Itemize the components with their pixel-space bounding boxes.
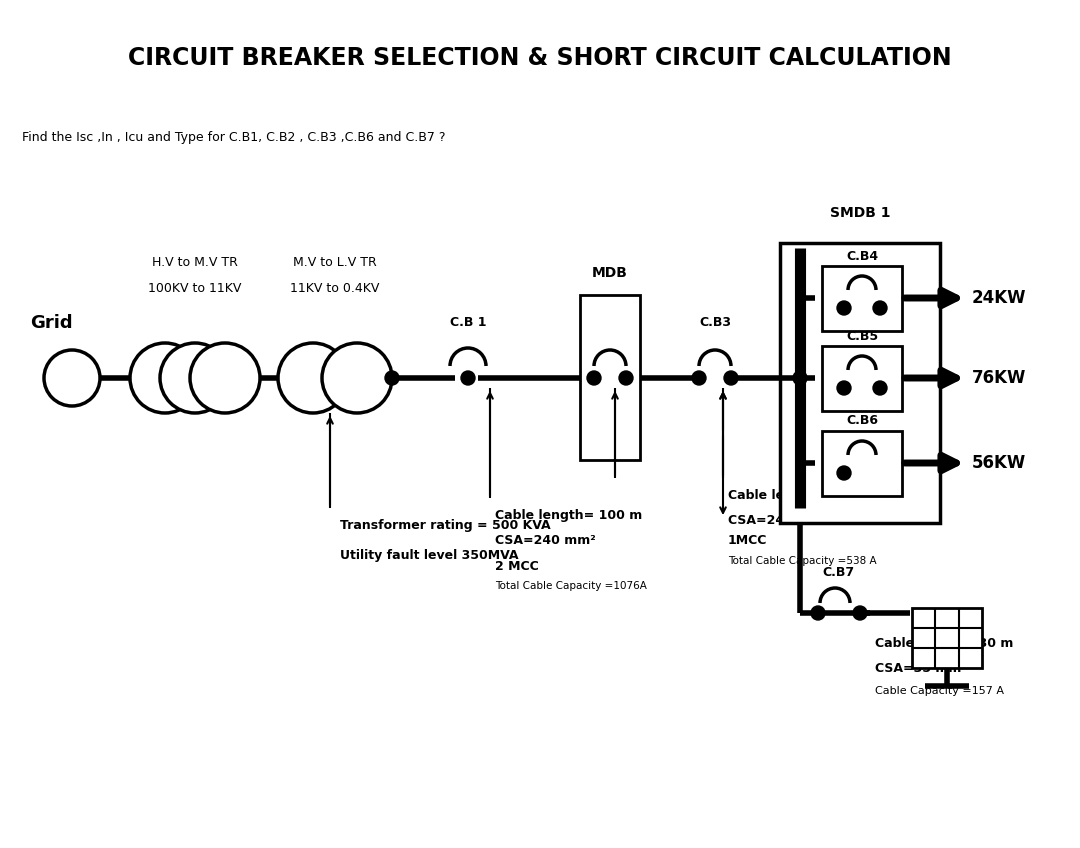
Text: C.B3: C.B3 (699, 316, 731, 330)
Circle shape (724, 371, 738, 385)
Circle shape (160, 343, 230, 413)
Text: G: G (66, 371, 78, 386)
Text: C.B6: C.B6 (846, 415, 878, 427)
Circle shape (130, 343, 200, 413)
Text: Cable length= 60 m: Cable length= 60 m (728, 489, 866, 503)
Text: Cable Capacity =157 A: Cable Capacity =157 A (875, 686, 1004, 696)
Text: M.V to L.V TR: M.V to L.V TR (293, 256, 377, 270)
Circle shape (837, 466, 851, 480)
Text: 11KV to 0.4KV: 11KV to 0.4KV (291, 282, 380, 294)
Text: C.B2: C.B2 (594, 316, 626, 330)
Bar (780, 243, 940, 523)
Text: 2 MCC: 2 MCC (495, 560, 539, 572)
Bar (822, 345, 902, 410)
Text: C.B 1: C.B 1 (449, 316, 486, 330)
Text: CIRCUIT BREAKER SELECTION & SHORT CIRCUIT CALCULATION: CIRCUIT BREAKER SELECTION & SHORT CIRCUI… (129, 46, 951, 70)
Text: Find the Isc ,In , Icu and Type for C.B1, C.B2 , C.B3 ,C.B6 and C.B7 ?: Find the Isc ,In , Icu and Type for C.B1… (22, 131, 446, 144)
Text: C.B4: C.B4 (846, 249, 878, 263)
Text: 1MCC: 1MCC (728, 534, 768, 548)
Circle shape (44, 350, 100, 406)
Text: Transformer rating = 500 KVA: Transformer rating = 500 KVA (340, 520, 551, 533)
Text: MDB: MDB (592, 266, 627, 280)
Text: H.V to M.V TR: H.V to M.V TR (152, 256, 238, 270)
Circle shape (190, 343, 260, 413)
Circle shape (837, 301, 851, 315)
Circle shape (461, 371, 475, 385)
Text: Total Cable Capacity =1076A: Total Cable Capacity =1076A (495, 581, 647, 591)
Bar (822, 431, 902, 495)
Circle shape (793, 371, 807, 385)
Text: Grid: Grid (30, 314, 72, 332)
Text: C.B5: C.B5 (846, 330, 878, 343)
Text: CSA=35 mm²: CSA=35 mm² (875, 661, 967, 674)
Text: C.B7: C.B7 (822, 566, 854, 579)
Text: CSA=240 mm²: CSA=240 mm² (495, 534, 596, 548)
Text: CSA=240 mm²: CSA=240 mm² (728, 515, 828, 527)
Text: SMDB 1: SMDB 1 (829, 206, 890, 220)
Circle shape (873, 301, 887, 315)
Text: 76KW: 76KW (972, 369, 1026, 387)
Text: 24KW: 24KW (972, 289, 1026, 307)
Text: Utility fault level 350MVA: Utility fault level 350MVA (340, 550, 518, 562)
Circle shape (384, 371, 399, 385)
Text: Cable length= 100 m: Cable length= 100 m (495, 510, 643, 522)
Circle shape (278, 343, 348, 413)
Circle shape (873, 381, 887, 395)
Circle shape (692, 371, 706, 385)
Circle shape (588, 371, 600, 385)
Text: 100KV to 11KV: 100KV to 11KV (148, 282, 242, 294)
Bar (912, 608, 982, 668)
Circle shape (619, 371, 633, 385)
Text: Total Cable Capacity =538 A: Total Cable Capacity =538 A (728, 556, 877, 566)
Circle shape (837, 381, 851, 395)
Bar (580, 295, 640, 460)
Circle shape (853, 606, 867, 620)
Text: 56KW: 56KW (972, 454, 1026, 472)
Circle shape (322, 343, 392, 413)
Text: Cable length= 30 m: Cable length= 30 m (875, 637, 1013, 650)
Circle shape (811, 606, 825, 620)
Bar (822, 265, 902, 331)
